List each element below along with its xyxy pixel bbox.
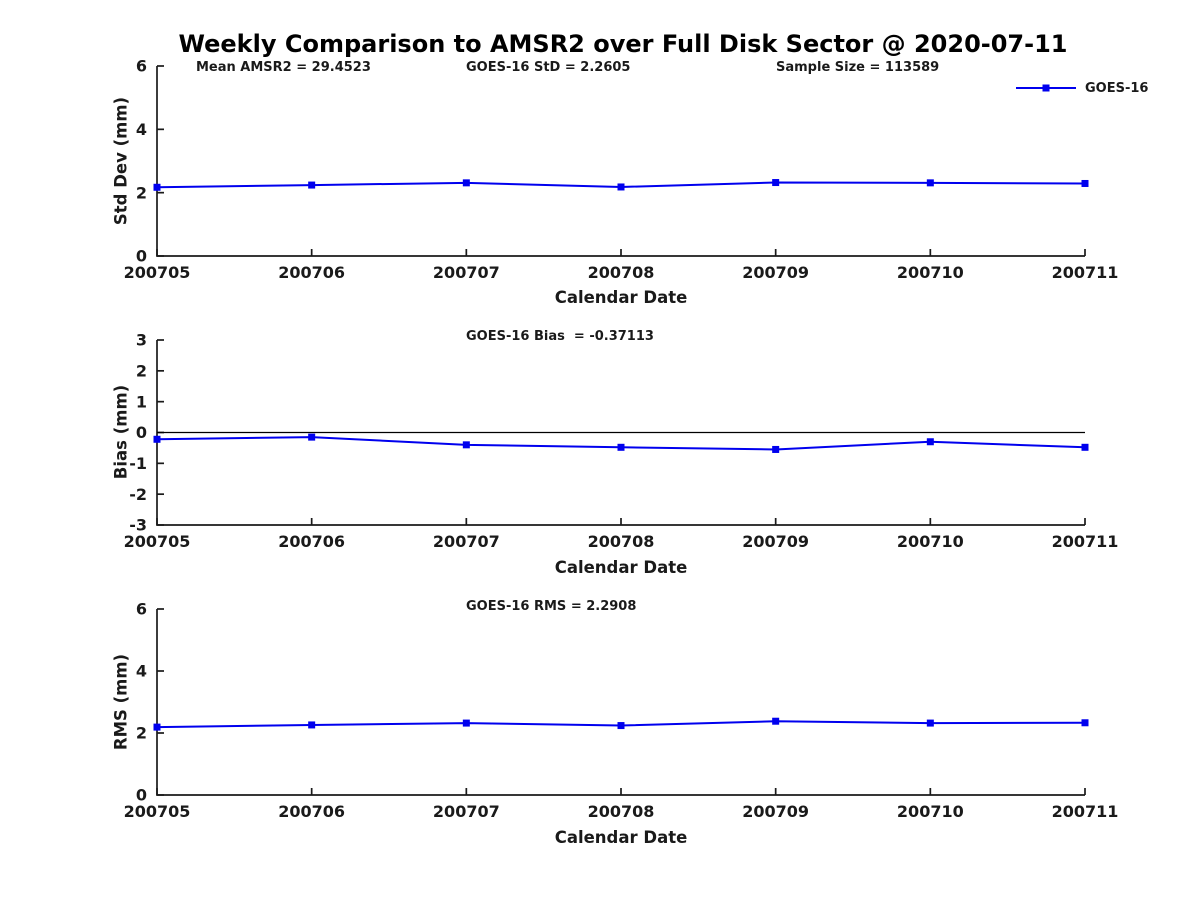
x-axis-label-calendar-date-3: Calendar Date	[554, 828, 688, 847]
y-tick-label: -2	[129, 485, 147, 504]
y-tick-label: 3	[136, 331, 147, 350]
annotation-mean-amsr2: Mean AMSR2 = 29.4523	[196, 60, 371, 75]
data-point-marker	[617, 443, 625, 451]
x-tick-label: 200707	[433, 263, 500, 282]
y-tick-label: 4	[136, 120, 147, 139]
x-tick-label: 200706	[278, 532, 345, 551]
y-tick-label: 0	[136, 786, 147, 805]
data-point-marker	[617, 183, 625, 191]
data-point-marker	[308, 433, 316, 441]
legend: GOES-16	[1016, 80, 1148, 96]
x-tick-label: 200709	[742, 802, 809, 821]
x-tick-label: 200708	[588, 802, 655, 821]
data-point-marker	[1081, 179, 1089, 187]
y-tick-label: 6	[136, 600, 147, 619]
y-tick-label: 6	[136, 57, 147, 76]
x-tick-label: 200705	[124, 263, 191, 282]
y-tick-label: 2	[136, 361, 147, 380]
data-point-marker	[772, 445, 780, 453]
x-tick-label: 200708	[588, 263, 655, 282]
data-point-marker	[153, 183, 161, 191]
x-tick-label: 200710	[897, 802, 964, 821]
y-tick-label: 2	[136, 724, 147, 743]
y-axis-label-bias: Bias (mm)	[111, 384, 131, 480]
y-tick-label: 1	[136, 392, 147, 411]
y-tick-label: 4	[136, 662, 147, 681]
x-tick-label: 200706	[278, 263, 345, 282]
legend-line-sample	[1016, 84, 1076, 92]
data-point-marker	[926, 719, 934, 727]
data-point-marker	[462, 179, 470, 187]
plot-area-rms-panel: 0 2 4 6 200705 200706 200707 200708 200709 200710…	[124, 600, 1119, 821]
annotation-goes16-bias: GOES-16 Bias = -0.37113	[466, 329, 654, 344]
data-point-marker	[1081, 719, 1089, 727]
y-tick-label: -1	[129, 454, 147, 473]
data-point-marker	[462, 719, 470, 727]
annotation-goes16-rms: GOES-16 RMS = 2.2908	[466, 599, 637, 614]
data-point-marker	[772, 717, 780, 725]
x-tick-label: 200709	[742, 532, 809, 551]
y-tick-label: 0	[136, 247, 147, 266]
data-point-marker	[153, 723, 161, 731]
data-point-marker	[617, 722, 625, 730]
x-tick-label: 200707	[433, 802, 500, 821]
x-tick-label: 200710	[897, 532, 964, 551]
data-point-marker	[153, 435, 161, 443]
y-tick-label: 0	[136, 423, 147, 442]
x-tick-label: 200708	[588, 532, 655, 551]
x-tick-label: 200711	[1052, 263, 1119, 282]
legend-square-marker-icon	[1042, 84, 1050, 92]
x-tick-label: 200706	[278, 802, 345, 821]
data-point-marker	[926, 179, 934, 187]
x-tick-label: 200709	[742, 263, 809, 282]
plot-area-std-dev-panel: 0 2 4 6 200705 200706 200707 200708 200709 200710…	[124, 57, 1119, 282]
data-point-marker	[1081, 443, 1089, 451]
y-tick-label: 2	[136, 183, 147, 202]
x-tick-label: 200710	[897, 263, 964, 282]
y-axis-label-std-dev: Std Dev (mm)	[111, 96, 131, 226]
y-axis-label-rms: RMS (mm)	[111, 653, 131, 751]
data-point-marker	[308, 721, 316, 729]
x-tick-label: 200711	[1052, 532, 1119, 551]
data-point-marker	[926, 438, 934, 446]
data-point-marker	[462, 441, 470, 449]
x-tick-label: 200705	[124, 532, 191, 551]
figure-title: Weekly Comparison to AMSR2 over Full Dis…	[178, 30, 1068, 58]
data-point-marker	[772, 179, 780, 187]
legend-label: GOES-16	[1085, 80, 1149, 96]
x-tick-label: 200707	[433, 532, 500, 551]
x-tick-label: 200711	[1052, 802, 1119, 821]
x-axis-label-calendar-date-2: Calendar Date	[554, 558, 688, 577]
annotation-goes16-std: GOES-16 StD = 2.2605	[466, 60, 631, 75]
data-point-marker	[308, 181, 316, 189]
y-tick-label: -3	[129, 516, 147, 535]
x-tick-label: 200705	[124, 802, 191, 821]
x-axis-label-calendar-date-1: Calendar Date	[554, 288, 688, 307]
plot-area-bias-panel: -3 -2 -1 0 1 2 3 200705 200706 200707 200708 200709…	[124, 331, 1119, 551]
annotation-sample-size: Sample Size = 113589	[776, 60, 940, 75]
